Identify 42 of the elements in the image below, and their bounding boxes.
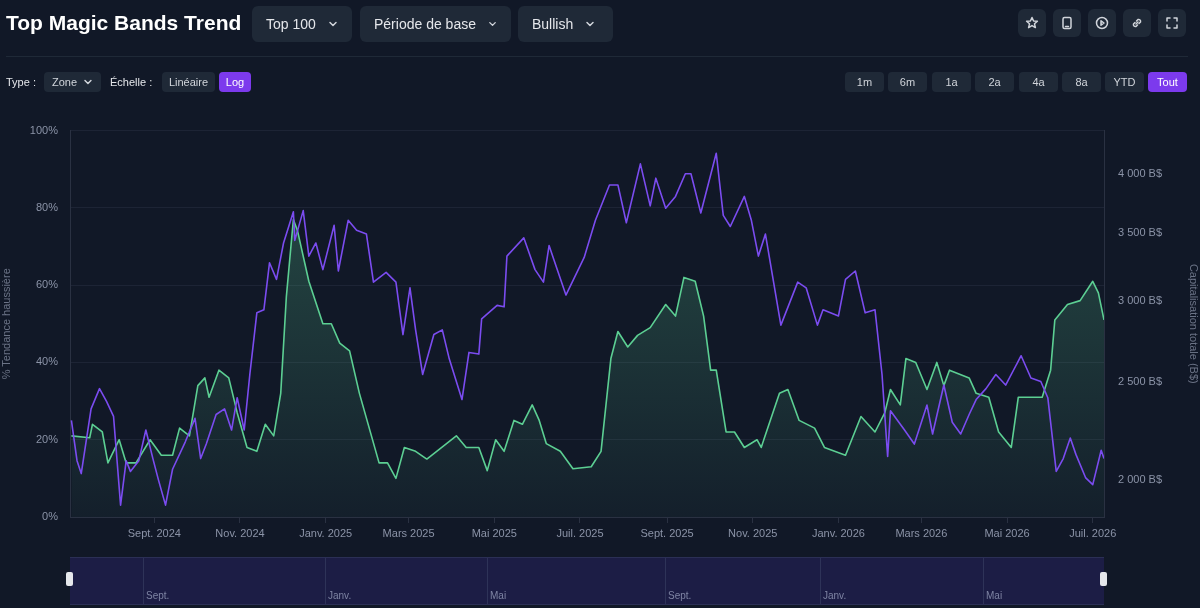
x-tick-label: Mai 2026	[984, 526, 1030, 539]
x-tick-label: Juil. 2026	[1069, 526, 1117, 539]
text: 6m	[888, 72, 927, 92]
y-tick-label: 60%	[35, 278, 59, 291]
text: Période de base	[374, 16, 476, 32]
y2-axis-title: Capitalisation totale (B$)	[1188, 263, 1200, 384]
x-tick-label: Sept. 2024	[127, 526, 181, 539]
x-tick-label: Nov. 2025	[728, 526, 778, 539]
text: Zone	[52, 76, 78, 88]
text: Échelle :	[110, 76, 153, 88]
y-tick-label: 20%	[35, 432, 59, 445]
x-tick-label: Janv. 2025	[299, 526, 353, 539]
y2-tick-label: 3 500 B$	[1118, 225, 1163, 238]
y-tick-label: 0%	[42, 510, 59, 523]
x-tick-label: Nov. 2024	[215, 526, 265, 539]
text: 8a	[1062, 72, 1101, 92]
x-tick-label: Janv. 2026	[811, 526, 865, 539]
x-tick-label: Mai 2025	[471, 526, 517, 539]
y-axis-title: % Tendance haussière	[0, 268, 12, 380]
y2-tick-label: 3 000 B$	[1118, 293, 1163, 306]
text: 1a	[932, 72, 971, 92]
text: Bullish	[532, 16, 574, 32]
chart-title: Top Magic Bands Trend	[6, 11, 242, 35]
x-tick-label: Juil. 2025	[556, 526, 604, 539]
text: YTD	[1105, 72, 1144, 92]
text: Tout	[1148, 72, 1187, 92]
y2-tick-label: 2 000 B$	[1118, 473, 1163, 486]
x-tick-label: Mars 2026	[895, 526, 948, 539]
y2-tick-label: 2 500 B$	[1118, 374, 1163, 387]
y2-tick-label: 4 000 B$	[1118, 166, 1163, 179]
x-tick-label: Mars 2025	[382, 526, 435, 539]
y-tick-label: 80%	[35, 200, 59, 213]
text: Linéaire	[162, 72, 215, 92]
x-tick-label: Sept. 2025	[640, 526, 694, 539]
text: 2a	[975, 72, 1014, 92]
text: Log	[219, 72, 251, 92]
y-tick-label: 40%	[35, 355, 59, 368]
text: 4a	[1019, 72, 1058, 92]
text: 1m	[845, 72, 884, 92]
y-tick-label: 100%	[29, 123, 59, 136]
text: Top 100	[266, 16, 316, 32]
text: Type :	[6, 76, 36, 88]
